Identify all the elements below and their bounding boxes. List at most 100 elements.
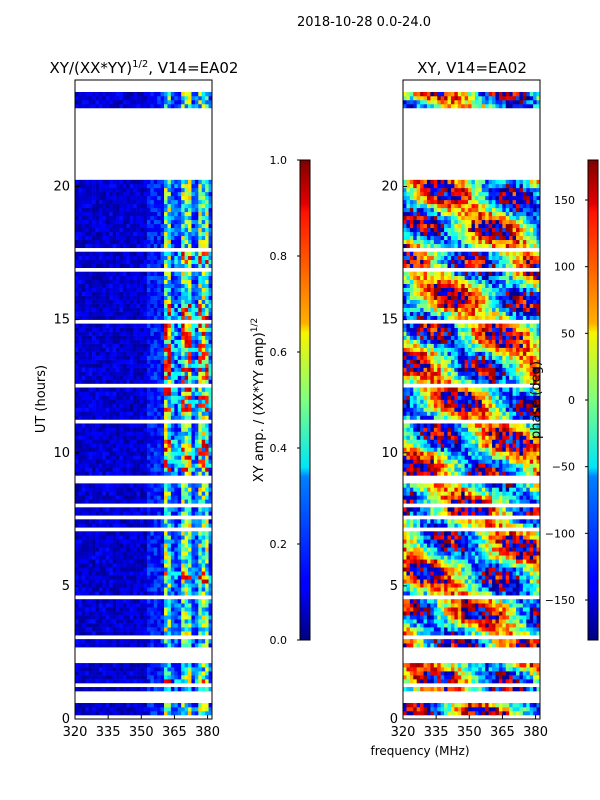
heatmap-cell: [160, 547, 165, 552]
heatmap-cell: [119, 239, 124, 245]
heatmap-cell: [188, 631, 192, 636]
heatmap-cell: [167, 375, 172, 380]
heatmap-cell: [143, 507, 148, 512]
heatmap-cell: [112, 627, 117, 632]
heatmap-cell: [116, 439, 120, 444]
heatmap-cell: [153, 275, 158, 280]
heatmap-cell: [153, 287, 158, 292]
heatmap-cell: [153, 299, 158, 304]
heatmap-cell: [116, 195, 120, 201]
heatmap-cell: [174, 467, 179, 472]
heatmap-cell: [174, 287, 179, 292]
heatmap-cell: [78, 283, 83, 288]
heatmap-cell: [164, 487, 168, 492]
heatmap-cell: [208, 259, 213, 265]
heatmap-cell: [170, 483, 175, 488]
heatmap-cell: [92, 387, 96, 392]
heatmap-cell: [194, 219, 199, 225]
heatmap-cell: [98, 263, 103, 269]
heatmap-cell: [146, 311, 151, 316]
heatmap-cell: [92, 203, 96, 209]
heatmap-cell: [102, 271, 107, 276]
heatmap-cell: [157, 179, 161, 185]
heatmap-cell: [129, 491, 134, 496]
heatmap-cell: [194, 583, 199, 588]
heatmap-cell: [95, 395, 100, 400]
heatmap-cell: [150, 271, 155, 276]
heatmap-cell: [516, 687, 520, 692]
heatmap-cell: [205, 411, 209, 416]
heatmap-cell: [133, 375, 137, 380]
heatmap-cell: [112, 215, 117, 221]
heatmap-cell: [188, 315, 192, 320]
heatmap-cell: [198, 211, 203, 217]
heatmap-cell: [174, 91, 179, 97]
heatmap-cell: [98, 323, 103, 328]
heatmap-cell: [194, 187, 199, 193]
heatmap-cell: [126, 347, 131, 352]
heatmap-cell: [95, 239, 100, 245]
heatmap-cell: [167, 187, 172, 193]
heatmap-cell: [177, 547, 182, 552]
heatmap-cell: [119, 639, 124, 644]
heatmap-cell: [177, 351, 182, 356]
heatmap-cell: [81, 431, 86, 436]
heatmap-cell: [143, 299, 148, 304]
heatmap-cell: [129, 611, 134, 616]
heatmap-cell: [81, 367, 86, 372]
heatmap-cell: [536, 711, 541, 716]
heatmap-cell: [95, 103, 100, 109]
heatmap-cell: [102, 311, 107, 316]
heatmap-cell: [194, 283, 199, 288]
heatmap-cell: [143, 303, 148, 308]
heatmap-cell: [157, 611, 161, 616]
heatmap-cell: [146, 447, 151, 452]
heatmap-cell: [160, 555, 165, 560]
heatmap-cell: [184, 375, 189, 380]
heatmap-cell: [194, 271, 199, 276]
heatmap-cell: [133, 275, 137, 280]
heatmap-cell: [105, 675, 110, 680]
heatmap-cell: [177, 295, 182, 300]
heatmap-cell: [119, 179, 124, 185]
heatmap-cell: [181, 243, 185, 249]
heatmap-cell: [157, 263, 161, 269]
heatmap-cell: [116, 567, 120, 572]
heatmap-cell: [201, 371, 206, 376]
heatmap-cell: [88, 535, 93, 540]
heatmap-cell: [143, 235, 148, 241]
heatmap-cell: [81, 539, 86, 544]
heatmap-cell: [126, 279, 131, 284]
heatmap-cell: [157, 199, 161, 205]
heatmap-cell: [95, 435, 100, 440]
heatmap-cell: [167, 219, 172, 225]
heatmap-cell: [133, 223, 137, 229]
heatmap-cell: [88, 375, 93, 380]
heatmap-cell: [112, 243, 117, 249]
heatmap-cell: [75, 295, 79, 300]
heatmap-cell: [184, 187, 189, 193]
heatmap-cell: [88, 435, 93, 440]
heatmap-cell: [153, 615, 158, 620]
heatmap-cell: [198, 587, 203, 592]
heatmap-cell: [457, 687, 462, 692]
heatmap-cell: [512, 679, 517, 684]
heatmap-cell: [488, 687, 493, 692]
heatmap-cell: [88, 259, 93, 265]
heatmap-cell: [88, 547, 93, 552]
heatmap-cell: [406, 675, 411, 680]
heatmap-cell: [208, 399, 213, 404]
heatmap-cell: [116, 295, 120, 300]
heatmap-cell: [109, 539, 113, 544]
heatmap-cell: [157, 187, 161, 193]
heatmap-cell: [81, 603, 86, 608]
heatmap-cell: [157, 459, 161, 464]
heatmap-cell: [184, 679, 189, 684]
heatmap-cell: [146, 707, 151, 712]
heatmap-cell: [194, 487, 199, 492]
heatmap-cell: [198, 99, 203, 105]
heatmap-cell: [191, 571, 196, 576]
heatmap-cell: [160, 259, 165, 265]
heatmap-cell: [129, 351, 134, 356]
heatmap-cell: [194, 251, 199, 257]
